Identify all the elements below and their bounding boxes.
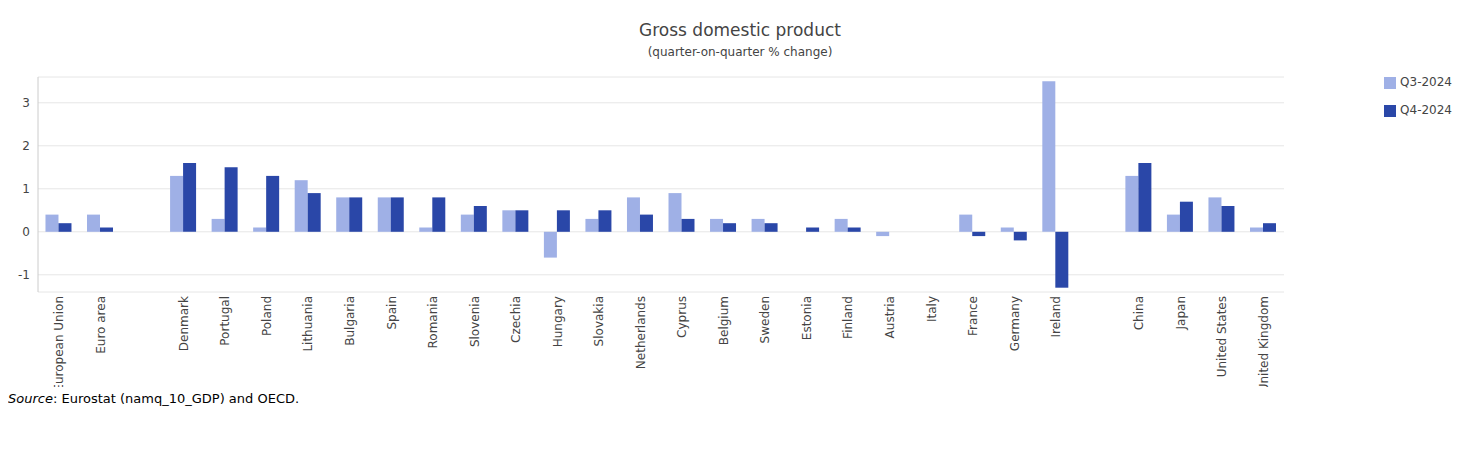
svg-text:Euro area: Euro area [94, 296, 108, 354]
svg-text:Denmark: Denmark [177, 296, 191, 351]
svg-text:Lithuania: Lithuania [301, 296, 315, 352]
svg-text:France: France [966, 296, 980, 336]
html-text:Q4-2024: Q4-2024 [1400, 103, 1452, 117]
html-text:(quarter-on-quarter % change): (quarter-on-quarter % change) [647, 45, 833, 59]
svg-text:2: 2 [22, 139, 30, 153]
svg-text:European Union: European Union [52, 296, 66, 387]
svg-text:Slovakia: Slovakia [592, 296, 606, 346]
html-text:Source: Eurostat (namq_10_GDP): Source: Eurostat (namq_10_GDP) and OECD. [8, 391, 300, 406]
svg-text:Germany: Germany [1008, 296, 1022, 351]
svg-text:Ireland: Ireland [1049, 296, 1063, 338]
svg-text:Italy: Italy [925, 296, 939, 322]
svg-text:United Kingdom: United Kingdom [1257, 296, 1271, 387]
svg-text:1: 1 [22, 182, 30, 196]
html-text:Gross domestic product: Gross domestic product [639, 20, 841, 40]
svg-text:United States: United States [1215, 296, 1229, 377]
svg-text:-1: -1 [18, 268, 30, 282]
svg-text:Austria: Austria [883, 296, 897, 338]
svg-text:Cyprus: Cyprus [675, 296, 689, 338]
svg-text:Netherlands: Netherlands [634, 296, 648, 369]
svg-text:Finland: Finland [841, 296, 855, 339]
svg-text:Czechia: Czechia [509, 296, 523, 343]
svg-text:Japan: Japan [1174, 296, 1188, 330]
svg-text:Hungary: Hungary [551, 296, 565, 347]
svg-text:Sweden: Sweden [758, 296, 772, 343]
svg-text:0: 0 [22, 225, 30, 239]
svg-text:Poland: Poland [260, 296, 274, 336]
svg-text:Bulgaria: Bulgaria [343, 296, 357, 346]
svg-text:Portugal: Portugal [218, 296, 232, 346]
svg-text:Belgium: Belgium [717, 296, 731, 345]
svg-text:Spain: Spain [385, 296, 399, 330]
svg-text:Estonia: Estonia [800, 296, 814, 340]
html-text:Q3-2024: Q3-2024 [1400, 75, 1452, 89]
svg-text:Romania: Romania [426, 296, 440, 348]
svg-text:3: 3 [22, 96, 30, 110]
svg-text:Slovenia: Slovenia [468, 296, 482, 347]
svg-text:China: China [1132, 296, 1146, 330]
